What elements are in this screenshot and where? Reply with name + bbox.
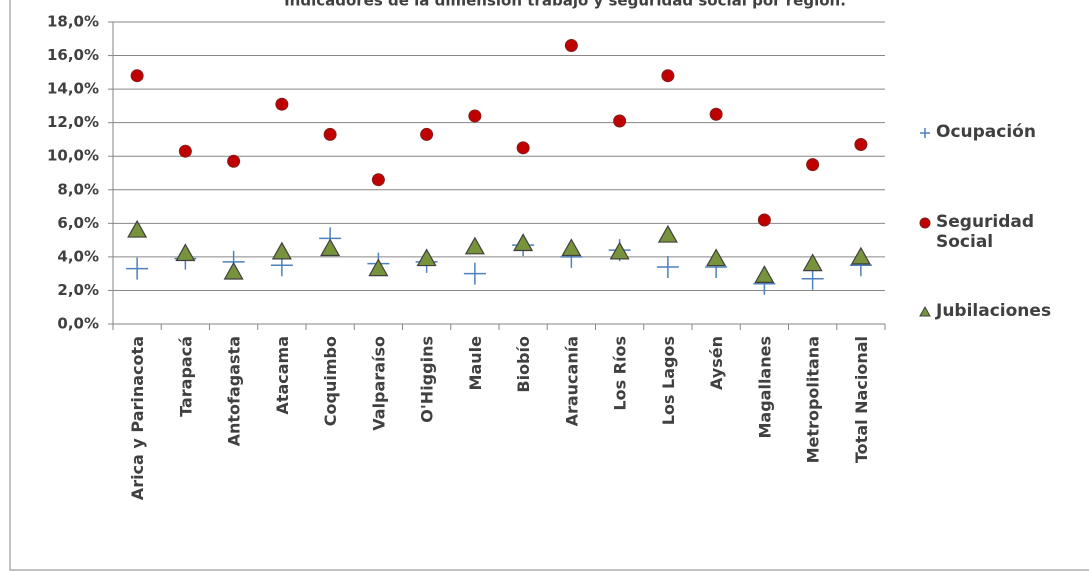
x-tick-label: Arica y Parinacota: [128, 336, 147, 500]
point: [368, 258, 389, 277]
point: [709, 107, 723, 121]
point: [516, 141, 530, 155]
x-tick-label: Coquimbo: [321, 336, 340, 426]
point: [656, 255, 679, 278]
point: [850, 246, 871, 265]
legend-label: Seguridad Social: [936, 212, 1035, 252]
x-tick-label: Biobío: [514, 336, 533, 393]
y-tick-label: 6,0%: [57, 214, 99, 232]
legend-label: Jubilaciones: [936, 301, 1052, 321]
point: [223, 261, 244, 280]
point: [464, 236, 485, 255]
point: [806, 158, 820, 172]
x-tick-label: Total Nacional: [852, 336, 871, 463]
point: [126, 257, 149, 280]
point: [757, 213, 771, 227]
point: [468, 109, 482, 123]
point: [801, 267, 824, 290]
legend-marker: [919, 217, 931, 229]
point: [271, 241, 292, 260]
y-tick-label: 0,0%: [57, 315, 99, 333]
y-tick-label: 2,0%: [57, 281, 99, 299]
y-tick-label: 10,0%: [47, 147, 99, 165]
y-tick-label: 14,0%: [47, 80, 99, 98]
x-tick-label: Antofagasta: [225, 336, 244, 446]
y-tick-label: 8,0%: [57, 180, 99, 198]
point: [657, 224, 678, 243]
point: [127, 219, 148, 238]
x-tick-label: O'Higgins: [418, 336, 437, 423]
legend-item: Ocupación: [918, 122, 1078, 142]
x-tick-label: Aysén: [707, 336, 726, 390]
x-tick-label: Araucanía: [562, 336, 581, 426]
point: [420, 127, 434, 141]
point: [178, 144, 192, 158]
legend-marker: [919, 305, 931, 317]
legend-marker: [920, 128, 930, 138]
x-tick-label: Los Ríos: [611, 336, 630, 411]
point: [320, 238, 341, 257]
point: [661, 69, 675, 83]
point: [854, 137, 868, 151]
point: [561, 238, 582, 257]
x-tick-label: Metropolitana: [804, 336, 823, 463]
point: [227, 154, 241, 168]
point: [175, 243, 196, 262]
y-tick-label: 18,0%: [47, 13, 99, 31]
chart-frame: [9, 0, 1089, 571]
x-tick-label: Atacama: [273, 336, 292, 415]
legend-item: Seguridad Social: [918, 212, 1078, 252]
point: [564, 38, 578, 52]
point: [609, 241, 630, 260]
point: [416, 248, 437, 267]
point: [275, 97, 289, 111]
chart-title: Indicadores de la dimensión trabajo y se…: [284, 0, 846, 10]
point: [371, 173, 385, 187]
y-tick-label: 12,0%: [47, 113, 99, 131]
x-tick-label: Magallanes: [755, 336, 774, 439]
x-tick-label: Valparaíso: [369, 336, 388, 431]
legend-label: Ocupación: [936, 122, 1036, 142]
point: [463, 262, 486, 285]
legend-item: Jubilaciones: [918, 301, 1078, 321]
y-tick-label: 16,0%: [47, 46, 99, 64]
point: [754, 265, 775, 283]
x-tick-label: Maule: [466, 336, 485, 391]
point: [706, 248, 727, 267]
point: [513, 233, 534, 252]
x-tick-label: Los Lagos: [659, 336, 678, 425]
point: [802, 253, 823, 272]
point: [130, 69, 144, 83]
y-tick-label: 4,0%: [57, 247, 99, 265]
point: [613, 114, 627, 128]
point: [323, 127, 337, 141]
x-tick-label: Tarapacá: [176, 336, 195, 417]
